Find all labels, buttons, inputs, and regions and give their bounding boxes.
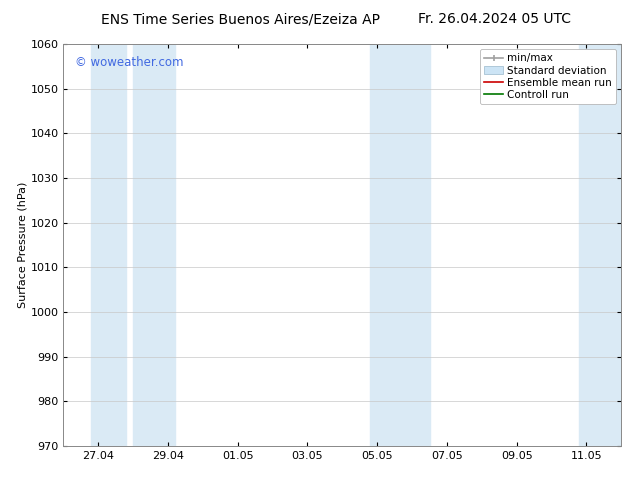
Bar — [370, 44, 394, 446]
Text: © woweather.com: © woweather.com — [75, 56, 183, 69]
Text: Fr. 26.04.2024 05 UTC: Fr. 26.04.2024 05 UTC — [418, 12, 571, 26]
Text: ENS Time Series Buenos Aires/Ezeiza AP: ENS Time Series Buenos Aires/Ezeiza AP — [101, 12, 380, 26]
Bar — [579, 44, 621, 446]
Bar — [133, 44, 175, 446]
Bar — [394, 44, 429, 446]
Legend: min/max, Standard deviation, Ensemble mean run, Controll run: min/max, Standard deviation, Ensemble me… — [480, 49, 616, 104]
Bar — [91, 44, 126, 446]
Y-axis label: Surface Pressure (hPa): Surface Pressure (hPa) — [18, 182, 28, 308]
